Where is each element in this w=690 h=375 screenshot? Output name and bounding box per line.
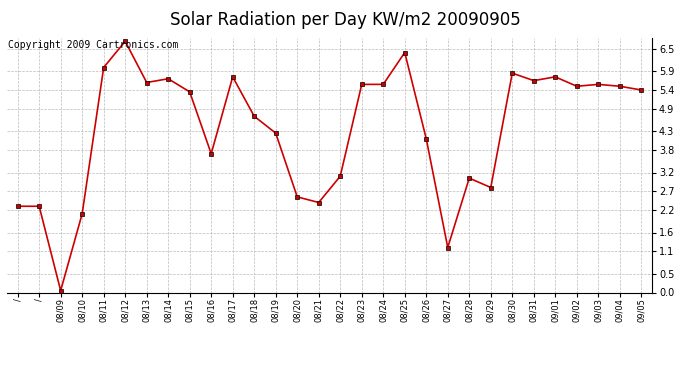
Text: Solar Radiation per Day KW/m2 20090905: Solar Radiation per Day KW/m2 20090905 xyxy=(170,11,520,29)
Text: Copyright 2009 Cartronics.com: Copyright 2009 Cartronics.com xyxy=(8,40,178,50)
